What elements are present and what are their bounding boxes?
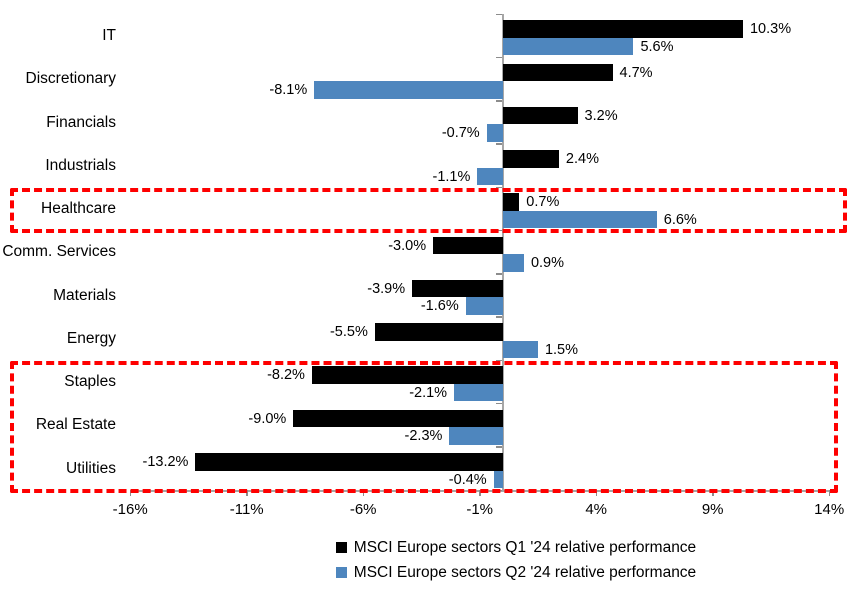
value-label-q1-utilities: -13.2%	[142, 454, 189, 471]
bar-q1-it	[503, 20, 743, 38]
bar-q2-it	[503, 37, 634, 56]
y-axis-tick	[496, 316, 502, 318]
category-label-utilities: Utilities	[66, 459, 116, 477]
bar-q2-staples	[454, 383, 503, 402]
category-label-industrials: Industrials	[45, 156, 116, 174]
x-axis-tick	[362, 490, 365, 496]
bar-q2-utilities	[493, 470, 503, 489]
bar-q2-energy	[503, 340, 538, 359]
value-label-q2-utilities: -0.4%	[448, 471, 487, 488]
y-axis-tick	[496, 186, 502, 189]
value-label-q1-real-estate: -9.0%	[248, 410, 287, 427]
bar-q2-industrials	[477, 167, 503, 186]
legend-item-q2: MSCI Europe sectors Q2 '24 relative perf…	[180, 560, 852, 585]
legend-label: MSCI Europe sectors Q1 '24 relative perf…	[353, 538, 697, 556]
x-axis-tick	[828, 490, 831, 496]
bar-q2-materials	[465, 297, 503, 315]
category-label-comm-services: Comm. Services	[2, 243, 116, 261]
category-label-materials: Materials	[53, 286, 116, 304]
bar-q1-financials	[503, 106, 578, 125]
x-tick-label-14: 14%	[814, 501, 845, 518]
legend-swatch-icon	[335, 567, 347, 578]
y-axis-tick	[496, 100, 502, 102]
bar-q2-discretionary	[314, 81, 503, 99]
value-label-q2-staples: -2.1%	[409, 384, 448, 401]
bar-q1-energy	[374, 323, 503, 341]
category-label-real-estate: Real Estate	[35, 416, 116, 434]
y-axis-tick	[496, 402, 502, 405]
value-label-q2-industrials: -1.1%	[432, 168, 471, 185]
x-axis-tick	[595, 490, 598, 496]
value-label-q1-financials: 3.2%	[584, 107, 618, 124]
bar-q1-industrials	[503, 150, 559, 168]
value-label-q2-real-estate: -2.3%	[404, 428, 443, 445]
category-label-it: IT	[102, 27, 116, 44]
bar-q2-comm-services	[503, 254, 524, 272]
x-axis-tick	[129, 490, 132, 496]
category-label-staples: Staples	[64, 373, 116, 391]
x-tick-label-16: -16%	[112, 501, 148, 518]
category-label-financials: Financials	[46, 113, 116, 131]
value-label-q2-discretionary: -8.1%	[269, 82, 308, 99]
y-axis-tick	[496, 273, 502, 275]
value-label-q1-materials: -3.9%	[367, 280, 406, 297]
value-label-q2-it: 5.6%	[640, 38, 674, 55]
y-axis-tick	[496, 56, 502, 59]
bar-q2-real-estate	[449, 427, 503, 445]
x-tick-label-6: -6%	[349, 501, 377, 518]
category-label-healthcare: Healthcare	[41, 200, 116, 218]
legend-label: MSCI Europe sectors Q2 '24 relative perf…	[353, 563, 697, 581]
x-axis-tick	[479, 490, 481, 496]
value-label-q2-comm-services: 0.9%	[530, 255, 565, 272]
highlight-box-healthcare	[10, 188, 847, 234]
value-label-q1-healthcare: 0.7%	[526, 194, 560, 211]
value-label-q2-healthcare: 6.6%	[663, 211, 697, 228]
bar-q1-discretionary	[503, 63, 613, 82]
bar-q1-comm-services	[433, 236, 503, 255]
bar-q1-materials	[412, 279, 503, 298]
value-label-q2-materials: -1.6%	[420, 298, 459, 315]
value-label-q1-discretionary: 4.7%	[619, 64, 653, 81]
y-axis-tick	[496, 229, 502, 232]
x-tick-label-4: 4%	[585, 501, 608, 518]
x-tick-label-9: 9%	[701, 501, 724, 518]
bar-q1-utilities	[195, 453, 503, 471]
y-axis-tick	[496, 13, 502, 15]
value-label-q1-energy: -5.5%	[329, 324, 368, 341]
x-tick-label-1: -1%	[466, 501, 494, 518]
value-label-q1-comm-services: -3.0%	[388, 237, 427, 254]
x-axis-tick	[712, 490, 714, 496]
x-axis-tick	[246, 490, 248, 496]
y-axis-tick	[496, 143, 502, 145]
x-tick-label-11: -11%	[229, 501, 264, 518]
bar-q2-financials	[486, 124, 503, 142]
legend: MSCI Europe sectors Q1 '24 relative perf…	[180, 535, 852, 585]
category-label-discretionary: Discretionary	[25, 70, 116, 88]
value-label-q2-financials: -0.7%	[441, 125, 480, 142]
legend-item-q1: MSCI Europe sectors Q1 '24 relative perf…	[180, 535, 852, 560]
legend-swatch-icon	[335, 542, 347, 553]
category-label-energy: Energy	[66, 329, 116, 347]
value-label-q1-staples: -8.2%	[267, 367, 305, 384]
y-axis-tick	[496, 489, 502, 491]
y-axis-tick	[496, 446, 502, 448]
value-label-q1-it: 10.3%	[749, 21, 792, 38]
value-label-q2-energy: 1.5%	[544, 341, 578, 358]
bar-q2-healthcare	[503, 210, 657, 229]
bar-q1-real-estate	[293, 409, 503, 428]
bar-q1-staples	[311, 366, 503, 384]
value-label-q1-industrials: 2.4%	[565, 151, 599, 168]
bar-q1-healthcare	[503, 193, 520, 211]
y-axis-tick	[496, 359, 502, 362]
